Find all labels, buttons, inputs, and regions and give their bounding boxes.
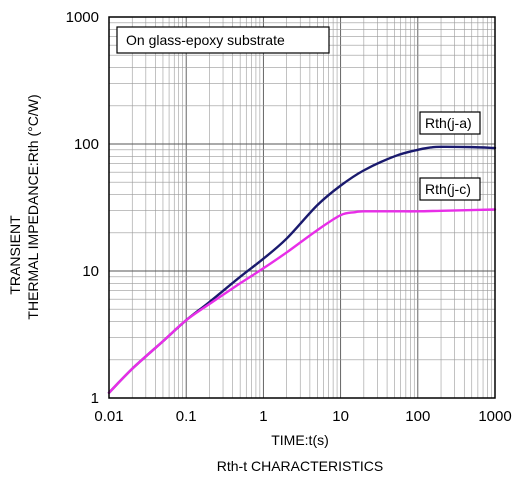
series-label-rth-j-a: Rth(j-a) [425,115,472,131]
annotation-text: On glass-epoxy substrate [126,32,285,48]
x-tick-label: 1000 [478,408,511,425]
x-tick-label: 0.1 [176,408,197,425]
x-tick-label: 100 [405,408,430,425]
x-tick-label: 0.01 [94,408,123,425]
series-line-rth-j-c [107,208,497,394]
x-axis-ticks: 0.01 0.1 1 10 100 1000 [94,408,511,425]
y-axis-ticks: 1 10 100 1000 [66,9,99,407]
chart-caption: Rth-t CHARACTERISTICS [217,458,383,474]
y-tick-label: 1 [91,390,99,407]
x-tick-label: 10 [332,408,349,425]
annotation-box: On glass-epoxy substrate [116,26,330,54]
chart-series [107,145,497,394]
y-tick-label: 1000 [66,9,99,26]
series-label-rth-j-c: Rth(j-c) [425,181,471,197]
plot-area-frame [108,16,496,399]
y-tick-label: 10 [82,263,99,280]
x-axis-title: TIME:t(s) [271,432,329,448]
y-axis-title-line1: TRANSIENT [7,215,23,295]
legend-label-rth-j-a: Rth(j-a) [419,111,481,135]
y-axis-title-line2: THERMAL IMPEDANCE:Rth (°C/W) [25,94,41,319]
chart-grid [108,17,495,399]
x-tick-label: 1 [259,408,267,425]
y-tick-label: 100 [74,136,99,153]
legend-label-rth-j-c: Rth(j-c) [419,177,481,201]
